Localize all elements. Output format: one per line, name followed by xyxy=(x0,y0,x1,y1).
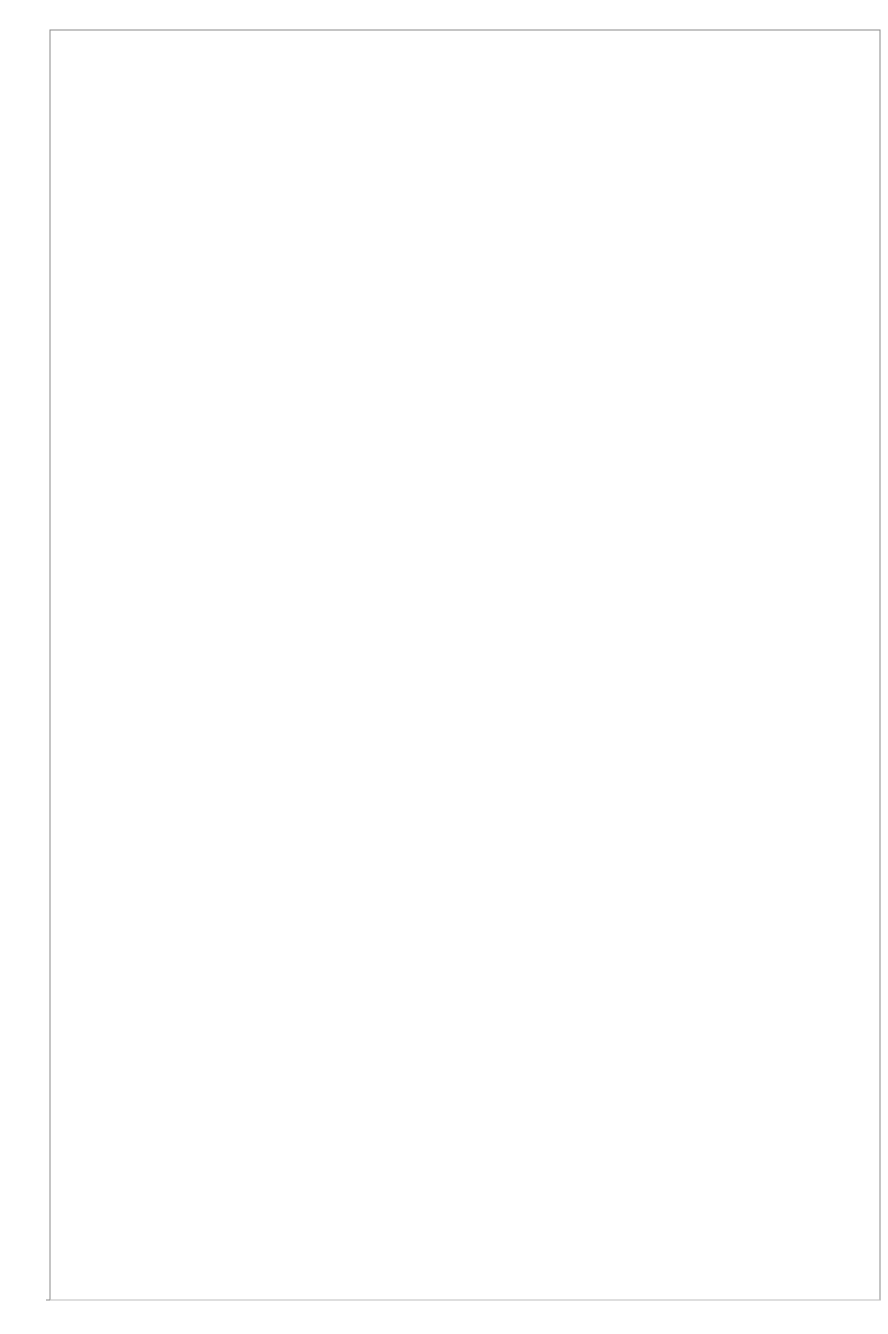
chart-container: { "chart": { "type": "scatter-lines", "t… xyxy=(0,0,888,1334)
chart-svg xyxy=(0,0,888,1334)
